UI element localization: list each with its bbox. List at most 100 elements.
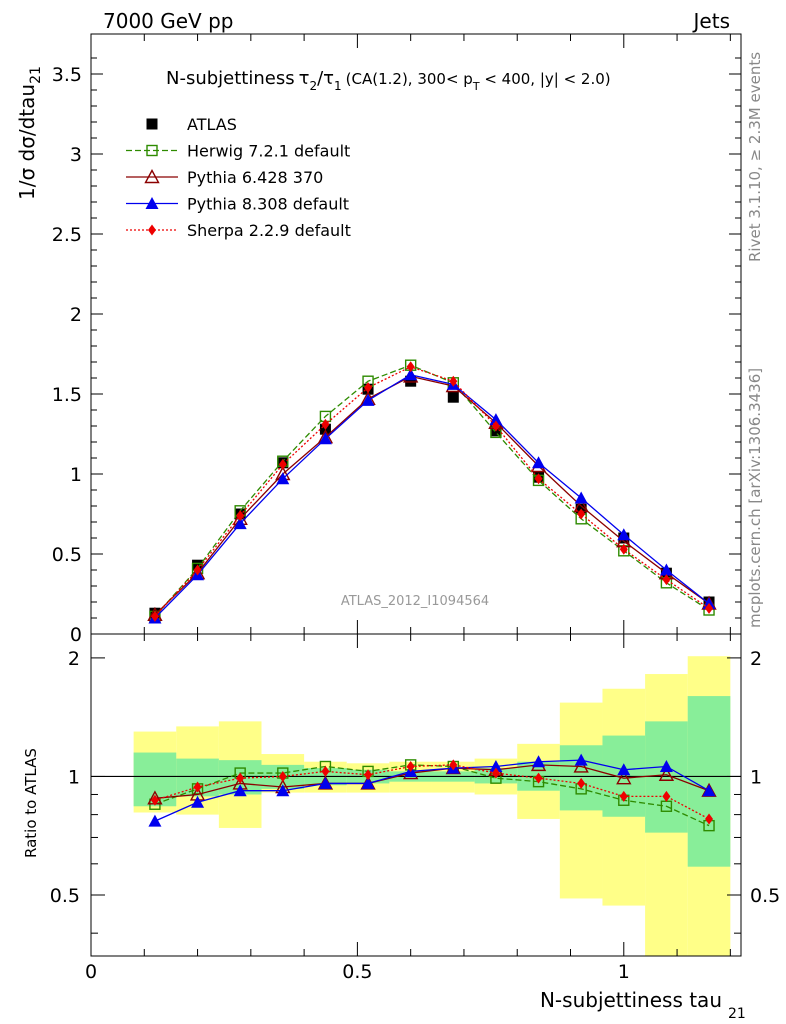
ratio-ytick-label-right: 0.5 — [750, 885, 780, 907]
data-point-sherpa — [193, 564, 202, 576]
main-ylabel: 1/σ dσ/dtau21 — [15, 66, 44, 200]
ratio-ylabel: Ratio to ATLAS — [22, 748, 40, 858]
ratio-panel: 0.5 0.5 1 1 2 2 0 0.5 1 — [50, 633, 780, 983]
data-point-pythia8 — [532, 456, 546, 469]
data-point-sherpa — [577, 508, 586, 520]
data-point-sherpa — [662, 574, 671, 586]
ratio-point-pythia8 — [318, 776, 332, 789]
ratio-ytick-label: 1 — [68, 766, 80, 788]
ratio-point-sherpa — [236, 772, 245, 784]
ratio-point-pythia8 — [148, 814, 162, 827]
series-line-pythia6 — [154, 375, 710, 616]
ratio-point-pythia8 — [617, 763, 631, 776]
ratio-point-sherpa — [449, 759, 458, 771]
legend-marker-herwig — [146, 144, 158, 157]
data-point-sherpa — [619, 543, 628, 555]
ratio-point-sherpa — [491, 767, 500, 779]
ratio-point-pythia8 — [276, 784, 290, 797]
ratio-point-sherpa — [364, 769, 373, 781]
ratio-point-sherpa — [278, 770, 287, 782]
main-ytick-label: 3 — [70, 144, 82, 166]
data-point-pythia8 — [617, 528, 631, 541]
data-point-sherpa — [491, 420, 500, 432]
data-point-sherpa — [705, 602, 714, 614]
main-ytick-label: 2 — [70, 304, 82, 326]
ratio-xtick-label: 0 — [85, 961, 97, 983]
ratio-ytick-label-right: 1 — [750, 766, 762, 788]
ratio-point-pythia6 — [658, 766, 675, 781]
analysis-watermark: ATLAS_2012_I1094564 — [341, 594, 489, 609]
ratio-point-pythia8 — [191, 795, 205, 808]
ratio-point-pythia8 — [659, 759, 673, 772]
legend-label-atlas: ATLAS — [187, 115, 237, 134]
legend-label-pythia6: Pythia 6.428 370 — [187, 168, 323, 187]
chart-title: N-subjettiness τ2/τ1 (CA(1.2), 300< pT < 4… — [166, 68, 611, 93]
main-ytick-label: 2.5 — [52, 224, 82, 246]
legend-label-sherpa: Sherpa 2.2.9 default — [187, 221, 351, 240]
uncertainty-band-inner — [687, 696, 731, 867]
data-point-pythia8 — [276, 472, 290, 485]
main-ytick-label: 0 — [70, 624, 82, 646]
data-point-pythia8 — [361, 393, 375, 406]
data-point-sherpa — [364, 382, 373, 394]
ratio-point-pythia8 — [233, 784, 247, 797]
mcplots-label: mcplots.cern.ch [arXiv:1306.3436] — [746, 368, 764, 628]
data-point-sherpa — [236, 510, 245, 522]
data-point-sherpa — [406, 361, 415, 373]
legend-marker-pythia6 — [144, 169, 160, 184]
data-point-sherpa — [321, 418, 330, 430]
ratio-point-sherpa — [193, 781, 202, 793]
ratio-frame — [90, 633, 742, 957]
ratio-point-sherpa — [577, 777, 586, 789]
series-line-sherpa — [154, 366, 710, 617]
main-panel: 0 0.5 1 1.5 2 2.5 3 3.5 — [52, 33, 742, 646]
ratio-point-pythia8 — [702, 784, 716, 797]
ratio-point-sherpa — [705, 813, 714, 825]
ratio-point-sherpa — [662, 790, 671, 802]
ratio-point-pythia8 — [574, 753, 588, 766]
ratio-point-sherpa — [406, 760, 415, 772]
header-right: Jets — [692, 9, 730, 33]
data-point-pythia8 — [659, 563, 673, 576]
ratio-xtick-label: 1 — [618, 961, 630, 983]
ratio-point-sherpa — [321, 765, 330, 777]
rivet-label: Rivet 3.1.10, ≥ 2.3M events — [746, 52, 764, 262]
ratio-line-sherpa — [154, 764, 710, 820]
legend: ATLAS Herwig 7.2.1 default Pythia 6.428 37… — [126, 115, 351, 240]
x-axis-label-sub: 21 — [728, 1006, 746, 1022]
data-point-sherpa — [449, 375, 458, 387]
data-point-sherpa — [278, 458, 287, 470]
data-point-pythia8 — [489, 413, 503, 426]
legend-label-pythia8: Pythia 8.308 default — [187, 195, 349, 214]
legend-marker-pythia8 — [145, 197, 159, 209]
data-point-sherpa — [534, 473, 543, 485]
ratio-point-pythia8 — [532, 755, 546, 768]
ratio-point-sherpa — [150, 794, 159, 806]
ratio-ytick-label: 2 — [68, 648, 80, 670]
data-point-pythia8 — [574, 491, 588, 504]
ratio-point-pythia6 — [573, 758, 589, 773]
ratio-point-sherpa — [619, 790, 628, 802]
main-ytick-label: 1.5 — [52, 384, 82, 406]
ratio-xtick-label: 0.5 — [342, 961, 372, 983]
data-point-pythia8 — [233, 517, 247, 530]
ratio-point-pythia8 — [489, 759, 503, 772]
header-left: 7000 GeV pp — [103, 9, 234, 33]
legend-marker-sherpa — [148, 224, 156, 236]
main-ytick-label: 1 — [70, 464, 82, 486]
ratio-ytick-label-right: 2 — [750, 648, 762, 670]
ratio-point-sherpa — [534, 772, 543, 784]
data-point-pythia8 — [404, 368, 418, 381]
ratio-line-pythia6 — [154, 764, 710, 799]
data-point-pythia8 — [318, 432, 332, 445]
series-line-herwig — [154, 364, 710, 617]
data-point-sherpa — [150, 610, 159, 622]
main-ytick-label: 0.5 — [52, 544, 82, 566]
ratio-line-pythia8 — [154, 759, 710, 822]
ratio-ytick-label: 0.5 — [50, 885, 80, 907]
ratio-point-pythia8 — [361, 776, 375, 789]
x-axis-label: N-subjettiness tau — [540, 988, 722, 1012]
ratio-point-pythia6 — [616, 770, 632, 785]
legend-label-herwig: Herwig 7.2.1 default — [187, 142, 350, 161]
